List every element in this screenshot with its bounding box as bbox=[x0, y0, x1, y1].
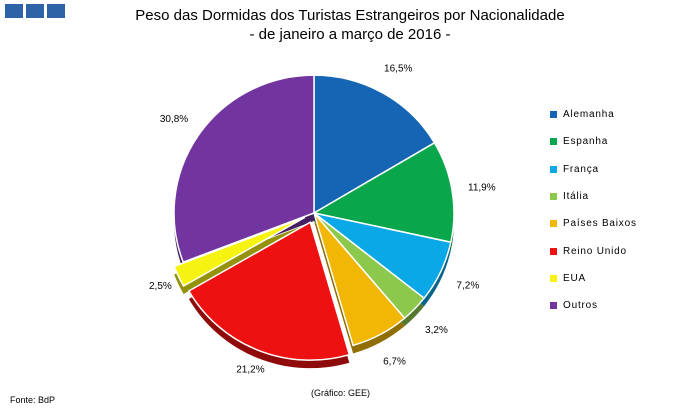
logo bbox=[5, 4, 65, 18]
legend-label: EUA bbox=[563, 272, 586, 284]
pie-labels: 16,5% 11,9% 7,2% 3,2% 6,7% 21,2% 2,5% 30,8% bbox=[149, 64, 496, 376]
pie-slice-outros bbox=[173, 74, 315, 264]
legend-item-franca: França bbox=[550, 156, 637, 183]
pie-label-reino-unido: 21,2% bbox=[236, 364, 264, 375]
pie-slice-reino-unido bbox=[187, 221, 351, 361]
pie-label-espanha: 11,9% bbox=[468, 182, 496, 193]
legend-swatch bbox=[550, 138, 557, 146]
chart-credit: (Gráfico: GEE) bbox=[311, 388, 371, 398]
legend-label: Países Baixos bbox=[563, 218, 637, 230]
pie-slice-espanha bbox=[311, 141, 455, 244]
legend-label: Reino Unido bbox=[563, 245, 627, 257]
legend-swatch bbox=[550, 302, 557, 310]
legend-swatch bbox=[550, 220, 557, 228]
pie-label-italia: 3,2% bbox=[425, 325, 448, 336]
legend-item-paises-baixos: Países Baixos bbox=[550, 210, 637, 237]
pie-label-alemanha: 16,5% bbox=[384, 64, 412, 75]
pie-label-eua: 2,5% bbox=[149, 281, 172, 292]
pie-label-franca: 7,2% bbox=[456, 280, 479, 291]
logo-block bbox=[5, 4, 23, 18]
legend-label: Itália bbox=[563, 191, 589, 203]
chart-title: Peso das Dormidas dos Turistas Estrangei… bbox=[135, 7, 565, 24]
legend-swatch bbox=[550, 111, 557, 119]
legend-item-outros: Outros bbox=[550, 292, 637, 319]
legend-label: Alemanha bbox=[563, 109, 615, 121]
legend-item-reino-unido: Reino Unido bbox=[550, 237, 637, 264]
legend-swatch bbox=[550, 274, 557, 282]
pie-label-paises-baixos: 6,7% bbox=[383, 356, 406, 367]
chart-subtitle: - de janeiro a março de 2016 - bbox=[249, 26, 451, 43]
legend: Alemanha Espanha França Itália Países Baixos… bbox=[550, 101, 637, 319]
pie-slices bbox=[173, 74, 455, 361]
legend-item-alemanha: Alemanha bbox=[550, 101, 637, 128]
legend-label: Espanha bbox=[563, 136, 609, 148]
legend-swatch bbox=[550, 193, 557, 201]
pie-slice-eua bbox=[173, 216, 306, 288]
logo-block bbox=[47, 4, 65, 18]
pie-label-outros: 30,8% bbox=[160, 114, 188, 125]
legend-label: Outros bbox=[563, 300, 598, 312]
pie-slice-depth-eua bbox=[174, 225, 305, 294]
pie-slice-alemanha bbox=[313, 74, 436, 215]
source-note: Fonte: BdP bbox=[10, 395, 56, 405]
legend-label: França bbox=[563, 163, 599, 175]
legend-swatch bbox=[550, 165, 557, 173]
legend-item-italia: Itália bbox=[550, 183, 637, 210]
pie-slice-paises-baixos bbox=[313, 212, 406, 347]
legend-item-espanha: Espanha bbox=[550, 128, 637, 155]
legend-swatch bbox=[550, 247, 557, 255]
legend-item-eua: EUA bbox=[550, 265, 637, 292]
logo-block bbox=[26, 4, 44, 18]
